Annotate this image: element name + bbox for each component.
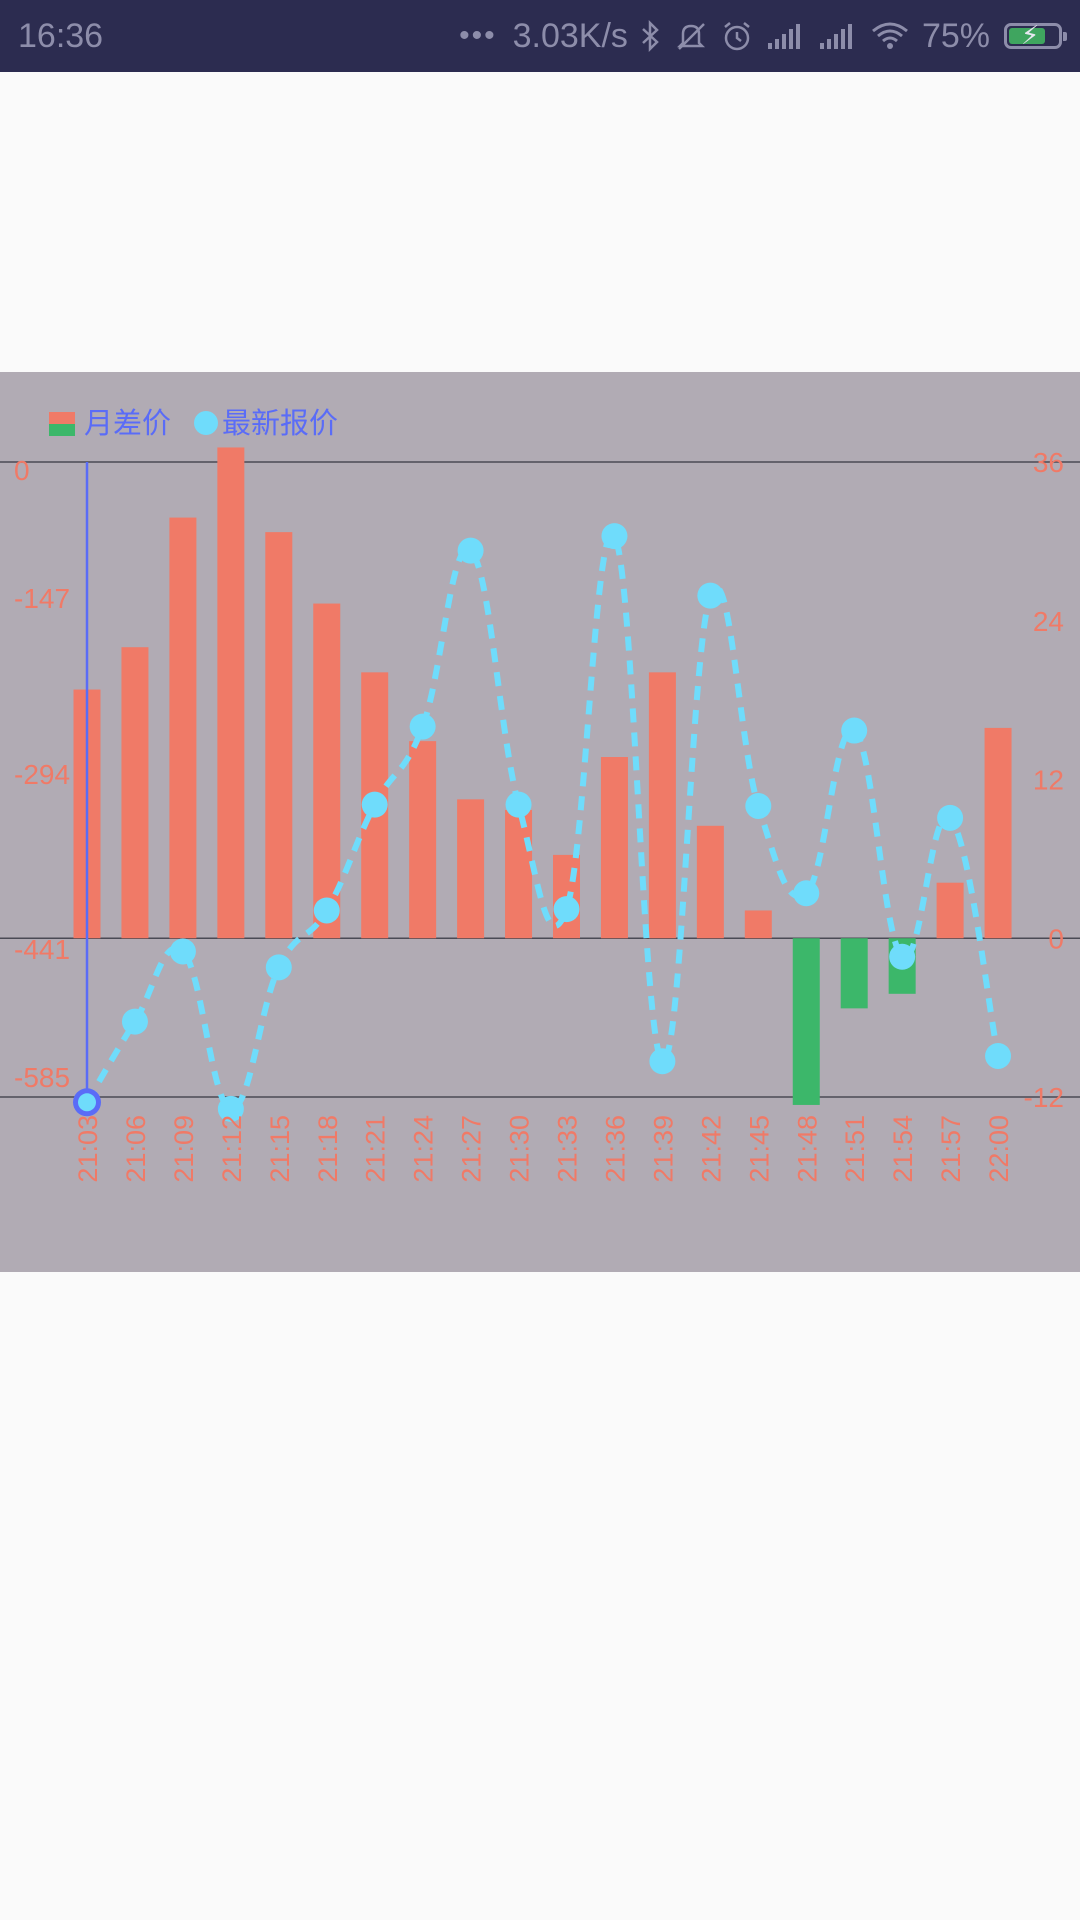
legend-swatch-bar-positive [49, 412, 75, 424]
left-axis-tick: 0 [14, 455, 30, 486]
bar [313, 603, 341, 939]
line-point [841, 717, 868, 744]
signal-icon [818, 21, 858, 51]
status-time: 16:36 [18, 16, 104, 55]
bar [984, 727, 1012, 939]
left-axis-tick: -585 [14, 1062, 70, 1093]
legend-swatch-bar-negative [49, 424, 75, 436]
network-speed: 3.03K/s [512, 16, 628, 55]
battery-percent: 75% [921, 16, 990, 55]
bar [169, 517, 197, 939]
line-point [457, 537, 484, 564]
status-bar: 16:36 ••• 3.03K/s 75% ⚡ [0, 0, 1080, 72]
left-axis-tick: -294 [14, 759, 70, 790]
legend-swatch-line [194, 411, 218, 435]
bar [121, 647, 149, 939]
line-point [649, 1048, 676, 1075]
line-point [217, 1095, 244, 1122]
series-line [84, 531, 1001, 1112]
x-axis-tick: 21:42 [696, 1115, 726, 1183]
x-axis-tick: 21:27 [457, 1115, 487, 1183]
x-axis-tick: 21:24 [409, 1115, 439, 1183]
legend-label: 月差价 [84, 407, 171, 440]
bar [457, 799, 485, 939]
x-axis-tick: 21:30 [505, 1115, 535, 1183]
combo-chart[interactable]: 月差价 最新报价 0 -147 -294 -441 -585 36 24 12 0 -12 21:03 2… [0, 372, 1080, 1272]
highlighted-point [78, 1093, 96, 1112]
right-axis-tick: -12 [1024, 1082, 1064, 1113]
line-point [937, 804, 964, 831]
line-point [793, 880, 820, 907]
chart-canvas[interactable]: 月差价 最新报价 0 -147 -294 -441 -585 36 24 12 0 -12 21:03 2… [0, 372, 1080, 1272]
bar [217, 447, 245, 939]
bluetooth-icon [640, 20, 662, 52]
line-point [409, 713, 436, 740]
bar [409, 741, 437, 939]
right-axis-tick: 0 [1048, 923, 1064, 954]
more-notifications-icon: ••• [459, 19, 497, 52]
line-point [265, 954, 292, 981]
bar [840, 938, 868, 1009]
line-point [313, 897, 340, 924]
battery-charging-icon: ⚡ [1004, 22, 1067, 49]
bar [265, 532, 293, 939]
x-axis-tick: 21:12 [217, 1115, 247, 1183]
bar [600, 757, 628, 939]
alarm-icon [720, 19, 754, 53]
x-axis-tick: 21:33 [553, 1115, 583, 1183]
mute-icon [674, 19, 708, 53]
x-axis-tick: 21:57 [936, 1115, 966, 1183]
bar [648, 672, 676, 939]
right-axis-tick: 24 [1033, 606, 1064, 637]
x-axis-tick: 21:54 [888, 1115, 918, 1183]
x-axis-tick: 21:06 [121, 1115, 151, 1183]
line-point [985, 1042, 1012, 1069]
x-axis-tick: 21:51 [840, 1115, 870, 1183]
right-axis-tick: 12 [1033, 765, 1064, 796]
x-axis-tick: 21:45 [744, 1115, 774, 1183]
x-axis-tick: 21:09 [169, 1115, 199, 1183]
x-axis-tick: 21:15 [265, 1115, 295, 1183]
right-axis-tick: 36 [1033, 447, 1064, 478]
x-axis-tick: 21:21 [361, 1115, 391, 1183]
signal-icon [766, 21, 806, 51]
bar [792, 938, 820, 1105]
line-point [553, 896, 580, 923]
line-point [889, 943, 916, 970]
x-axis-tick: 21:39 [648, 1115, 678, 1183]
x-axis-tick: 21:18 [313, 1115, 343, 1183]
x-axis-tick: 21:48 [792, 1115, 822, 1183]
legend-label: 最新报价 [222, 407, 338, 440]
bar [696, 825, 724, 939]
x-axis-tick: 21:36 [600, 1115, 630, 1183]
bar [744, 910, 772, 939]
x-axis-tick: 22:00 [984, 1115, 1014, 1183]
line-point [601, 523, 628, 550]
left-axis-tick: -441 [14, 934, 70, 965]
line-point [505, 791, 532, 818]
line-point [169, 938, 196, 965]
left-axis-tick: -147 [14, 583, 70, 614]
line-point [697, 582, 724, 609]
line-point [121, 1008, 148, 1035]
bar [505, 809, 533, 939]
wifi-icon [870, 21, 910, 51]
x-axis-tick: 21:03 [73, 1115, 103, 1183]
bar [936, 882, 964, 939]
line-point [361, 791, 388, 818]
line-point [745, 792, 772, 819]
